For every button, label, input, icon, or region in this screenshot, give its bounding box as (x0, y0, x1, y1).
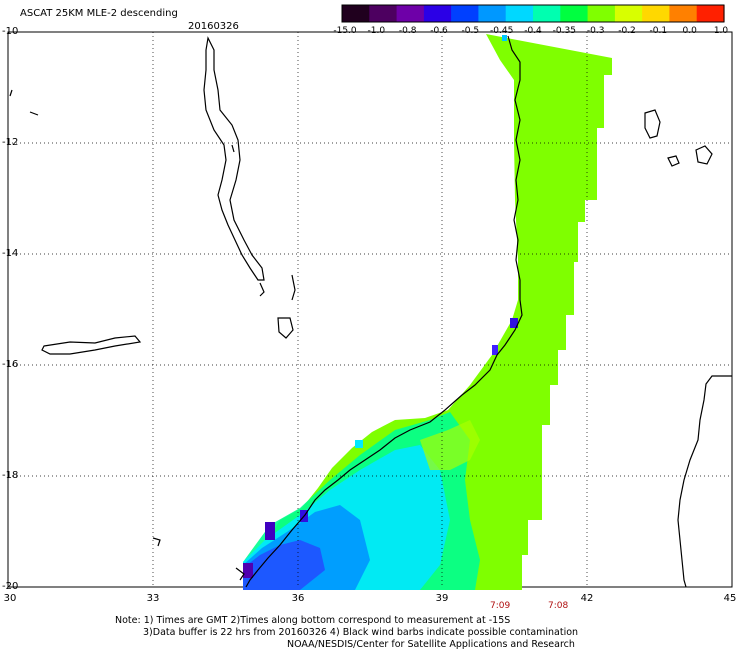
lat-label: -16 (2, 359, 19, 370)
lon-label: 33 (146, 593, 160, 604)
scatterometer-swath (243, 34, 612, 590)
colorbar-tick-label: -0.5 (461, 26, 480, 36)
colorbar-frame (341, 4, 725, 23)
lon-label: 30 (3, 593, 17, 604)
comoros-island-1 (644, 109, 661, 139)
colorbar-tick-label: -0.3 (586, 26, 605, 36)
colorbar-swatch (669, 5, 698, 22)
colorbar-swatch (423, 5, 452, 22)
coastlines (9, 35, 732, 588)
colorbar-swatch (587, 5, 616, 22)
colorbar-tick-label: 0.0 (682, 26, 697, 36)
colorbar-tick-label: -0.4 (524, 26, 542, 36)
note-line-1: Note: 1) Times are GMT 2)Times along bot… (115, 615, 511, 626)
colorbar-swatch (533, 5, 561, 22)
mozambique-coastline (245, 35, 523, 588)
colorbar-tick-label: -0.6 (430, 26, 448, 36)
lon-label: 36 (291, 593, 305, 604)
colorbar-swatch (451, 5, 479, 22)
lon-label: 45 (723, 593, 737, 604)
lat-label: -20 (2, 581, 19, 592)
colorbar-swatch (342, 5, 370, 22)
lon-label: 39 (435, 593, 449, 604)
lat-label: -10 (2, 26, 19, 37)
colorbar-swatch (642, 5, 670, 22)
colorbar-swatch (696, 5, 725, 22)
colorbar-tick-label: -15.0 (333, 26, 357, 36)
colorbar-swatch (614, 5, 643, 22)
colorbar (341, 4, 725, 23)
lake-chilwa (277, 317, 294, 339)
lake-cahora-bassa (41, 335, 142, 355)
lat-label: -12 (2, 137, 19, 148)
map-title: ASCAT 25KM MLE-2 descending (20, 8, 178, 19)
colorbar-tick-label: -0.2 (618, 26, 636, 36)
colorbar-swatch (478, 5, 507, 22)
colorbar-tick-label: -0.8 (398, 26, 417, 36)
lat-label: -18 (2, 470, 19, 481)
colorbar-swatch (560, 5, 589, 22)
colorbar-tick-label: -0.1 (649, 26, 668, 36)
lake-malawi (203, 36, 265, 281)
colorbar-swatch (369, 5, 398, 22)
map-date: 20160326 (188, 21, 239, 32)
colorbar-tick-label: -1.0 (367, 26, 386, 36)
note-line-2: 3)Data buffer is 22 hrs from 20160326 4)… (143, 627, 579, 638)
madagascar-coastline (677, 375, 732, 588)
measurement-time: 7:08 (548, 601, 569, 611)
colorbar-swatch (396, 5, 425, 22)
comoros-island-3 (667, 155, 680, 167)
lon-label: 42 (580, 593, 594, 604)
comoros-island-2 (695, 145, 713, 165)
colorbar-tick-label: -0.35 (552, 26, 576, 36)
colorbar-tick-label: 1.0 (713, 26, 729, 36)
measurement-time: 7:09 (490, 601, 511, 611)
note-line-3: NOAA/NESDIS/Center for Satellite Applica… (287, 639, 575, 650)
colorbar-tick-label: -0.45 (490, 26, 514, 36)
colorbar-swatch (505, 5, 534, 22)
lat-label: -14 (2, 248, 19, 259)
graticule (8, 32, 732, 587)
